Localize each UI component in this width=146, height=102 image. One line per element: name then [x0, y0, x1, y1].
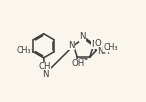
Text: O: O [94, 39, 101, 48]
Text: CH₃: CH₃ [16, 46, 31, 55]
Text: N: N [68, 41, 74, 50]
Text: CH₃: CH₃ [104, 43, 118, 52]
Text: OH: OH [71, 59, 85, 68]
Text: N: N [42, 70, 48, 79]
Text: O: O [25, 46, 32, 55]
Text: CH: CH [38, 62, 51, 71]
Text: N: N [79, 32, 86, 41]
Text: NH: NH [98, 47, 111, 56]
Text: N: N [91, 40, 98, 49]
